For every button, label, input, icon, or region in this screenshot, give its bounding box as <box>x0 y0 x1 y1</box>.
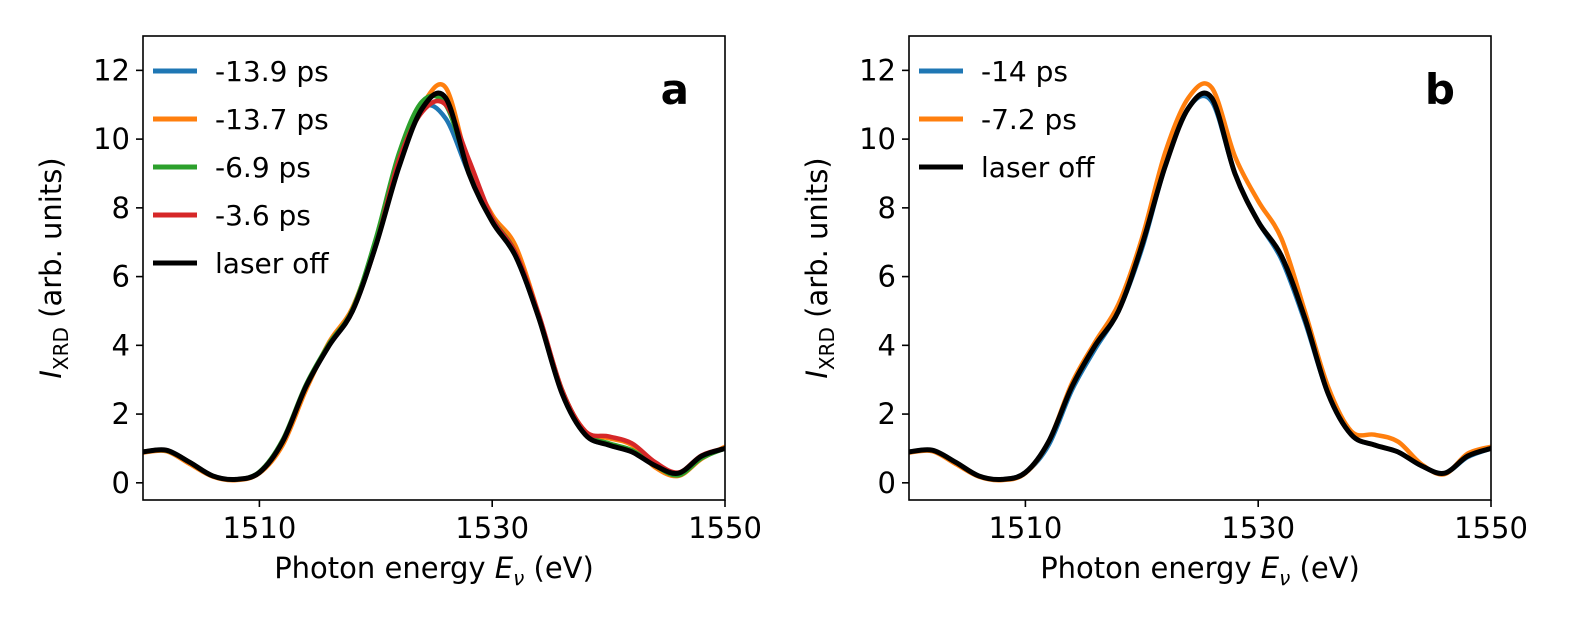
legend-label: laser off <box>981 151 1095 184</box>
y-axis-title-var: I <box>800 370 834 379</box>
series-line-4 <box>143 90 725 483</box>
y-tick-label: 8 <box>878 191 896 225</box>
x-axis-title-sub: ν <box>513 566 524 590</box>
x-tick-label: 1510 <box>222 511 296 545</box>
y-tick-label: 10 <box>93 122 130 156</box>
y-axis-title-sub: XRD <box>815 327 839 370</box>
y-tick-label: 0 <box>112 466 130 500</box>
panel-label: a <box>661 65 689 114</box>
y-tick-label: 4 <box>878 328 896 362</box>
legend-label: -6.9 ps <box>215 151 311 184</box>
x-axis-title-unit: (eV) <box>1290 551 1360 585</box>
x-tick-label: 1550 <box>688 511 762 545</box>
legend-label: laser off <box>215 247 329 280</box>
legend-label: -7.2 ps <box>981 103 1077 136</box>
legend-label: -13.7 ps <box>215 103 329 136</box>
x-axis-title-prefix: Photon energy <box>1040 551 1261 585</box>
legend-label: -3.6 ps <box>215 199 311 232</box>
plot-area <box>143 82 725 483</box>
legend: -14 ps -7.2 ps laser off <box>919 55 1095 184</box>
plot-frame <box>908 35 1492 501</box>
x-axis-title-unit: (eV) <box>524 551 594 585</box>
y-tick-label: 2 <box>112 397 130 431</box>
legend-label: -13.9 ps <box>215 55 329 88</box>
y-axis-title-unit: (arb. units) <box>34 157 68 327</box>
x-tick-label: 1530 <box>455 511 529 545</box>
x-axis-title-sub: ν <box>1279 566 1290 590</box>
legend-label: -14 ps <box>981 55 1068 88</box>
panel-a: 0 2 4 6 8 10 12 1510 1530 1550 Photon energy Eν (e… <box>34 35 762 590</box>
x-axis-title-var: E <box>1261 551 1280 585</box>
x-axis-title: Photon energy Eν (eV) <box>274 551 594 590</box>
plot-area <box>909 81 1491 483</box>
y-tick-label: 8 <box>112 191 130 225</box>
plot-frame <box>142 35 726 501</box>
y-axis-title-sub: XRD <box>49 327 73 370</box>
x-tick-label: 1530 <box>1221 511 1295 545</box>
x-axis-title: Photon energy Eν (eV) <box>1040 551 1360 590</box>
panel-b: 0 2 4 6 8 10 12 1510 1530 1550 Photon energy Eν (e… <box>800 35 1528 590</box>
series-line-2 <box>909 90 1491 483</box>
y-tick-label: 2 <box>878 397 896 431</box>
y-tick-label: 4 <box>112 328 130 362</box>
y-tick-label: 6 <box>112 260 130 294</box>
x-tick-label: 1510 <box>988 511 1062 545</box>
x-axis-title-prefix: Photon energy <box>274 551 495 585</box>
y-tick-label: 0 <box>878 466 896 500</box>
y-tick-label: 12 <box>859 53 896 87</box>
y-tick-label: 6 <box>878 260 896 294</box>
x-axis-title-var: E <box>495 551 514 585</box>
y-axis-title: IXRD (arb. units) <box>800 157 839 378</box>
legend: -13.9 ps -13.7 ps -6.9 ps -3.6 ps laser off <box>153 55 329 280</box>
series-line-1 <box>143 82 725 483</box>
y-tick-label: 12 <box>93 53 130 87</box>
y-axis-title: IXRD (arb. units) <box>34 157 73 378</box>
series-line-1 <box>909 81 1491 483</box>
x-tick-label: 1550 <box>1454 511 1528 545</box>
y-axis-title-unit: (arb. units) <box>800 157 834 327</box>
panel-label: b <box>1425 65 1455 114</box>
y-axis-title-var: I <box>34 370 68 379</box>
y-tick-label: 10 <box>859 122 896 156</box>
